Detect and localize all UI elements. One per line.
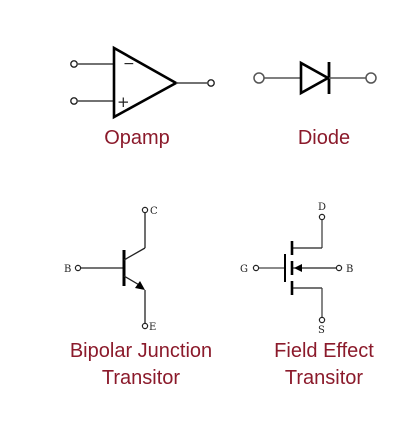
bjt-collector-terminal [141, 206, 149, 214]
fet-drain-label: D [318, 202, 326, 213]
fet-caption-line1: Field Effect [274, 340, 374, 362]
fet-gate-terminal [252, 264, 260, 272]
fet-source-terminal [318, 316, 326, 324]
bjt-caption: Bipolar Junction Transitor [56, 338, 226, 392]
bjt-collector-label: C [150, 206, 158, 217]
fet-caption: Field Effect Transitor [254, 338, 394, 392]
bjt-caption-line2: Transitor [101, 367, 181, 389]
opamp-minus-sign: − [123, 56, 135, 72]
opamp-plus-sign: + [117, 93, 130, 111]
opamp-inverting-terminal [70, 60, 78, 68]
opamp-caption: Opamp [80, 125, 194, 152]
bjt-collector-diagonal [123, 247, 146, 261]
diode-triangle [299, 60, 331, 96]
opamp-output-terminal [207, 79, 215, 87]
diode-caption: Diode [264, 125, 384, 152]
bjt-emitter-label: E [149, 322, 156, 333]
bjt-caption-line1: Bipolar Junction [69, 340, 213, 362]
fet-drain-terminal [318, 213, 326, 221]
bjt-emitter-arrow [135, 281, 145, 290]
fet-body-terminal [335, 264, 343, 272]
fet-source-label: S [318, 325, 325, 336]
fet-gate-label: G [240, 264, 248, 275]
diode-caption-text: Diode [297, 127, 351, 149]
bjt-base-terminal [74, 264, 82, 272]
opamp-triangle [112, 45, 179, 120]
fet-body-arrow [294, 264, 302, 272]
bjt-emitter-terminal [141, 322, 149, 330]
fet-body-label: B [346, 264, 353, 275]
opamp-caption-text: Opamp [104, 127, 170, 149]
bjt-base-label: B [64, 264, 71, 275]
diode-cathode-terminal [365, 72, 377, 84]
diode-anode-terminal [253, 72, 265, 84]
fet-caption-line2: Transitor [284, 367, 364, 389]
opamp-noninverting-terminal [70, 97, 78, 105]
